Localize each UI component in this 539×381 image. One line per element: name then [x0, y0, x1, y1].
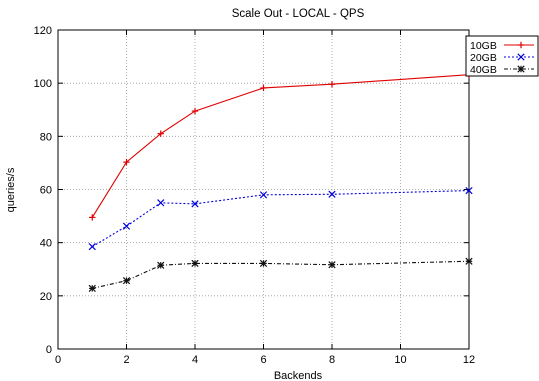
series-line	[91, 74, 470, 218]
data-point	[465, 257, 473, 265]
x-tick-label: 10	[394, 354, 406, 366]
x-tick-label: 4	[192, 354, 198, 366]
data-point	[157, 261, 165, 269]
data-point	[259, 259, 268, 268]
data-point	[191, 200, 199, 208]
y-tick-label: 20	[40, 291, 52, 303]
x-tick-label: 8	[329, 354, 335, 366]
data-point	[465, 186, 473, 195]
legend-label: 20GB	[470, 52, 497, 64]
y-tick-label: 40	[40, 238, 52, 250]
legend-item: 10GB	[470, 40, 534, 52]
data-point	[260, 84, 267, 92]
x-axis-label: Backends	[274, 370, 323, 381]
x-tick-label: 0	[55, 354, 61, 366]
legend-label: 40GB	[470, 64, 497, 76]
data-point	[88, 284, 96, 293]
data-point	[157, 199, 165, 207]
data-point	[89, 214, 96, 221]
data-point	[191, 107, 199, 115]
chart-title: Scale Out - LOCAL - QPS	[232, 8, 365, 20]
data-point	[122, 222, 131, 230]
x-tick-label: 2	[123, 354, 129, 366]
series-20GB	[88, 186, 473, 251]
legend-marker	[517, 53, 525, 61]
data-point	[259, 191, 268, 199]
y-axis-label: queries/s	[5, 167, 17, 212]
legend-item: 20GB	[470, 52, 534, 64]
data-point	[123, 158, 130, 166]
series-40GB	[88, 257, 473, 293]
legend-marker	[517, 41, 525, 49]
series-layer	[88, 71, 473, 293]
data-point	[191, 259, 199, 268]
x-tick-label: 6	[260, 354, 266, 366]
legend-label: 10GB	[470, 40, 497, 52]
grid	[58, 30, 469, 349]
data-point	[157, 130, 164, 137]
legend-item: 40GB	[470, 64, 534, 76]
y-tick-label: 100	[34, 78, 52, 90]
y-tick-label: 0	[46, 344, 52, 356]
y-tick-label: 80	[40, 131, 52, 143]
data-point	[328, 261, 336, 269]
x-tick-label: 12	[463, 354, 475, 366]
data-point	[328, 190, 336, 198]
data-point	[88, 243, 96, 251]
series-10GB	[89, 71, 473, 221]
legend-marker	[517, 65, 525, 73]
y-tick-label: 120	[34, 25, 52, 37]
data-point	[122, 277, 131, 285]
series-line	[92, 260, 470, 289]
y-tick-label: 60	[40, 185, 52, 197]
series-line	[91, 190, 470, 248]
data-point	[328, 81, 336, 88]
